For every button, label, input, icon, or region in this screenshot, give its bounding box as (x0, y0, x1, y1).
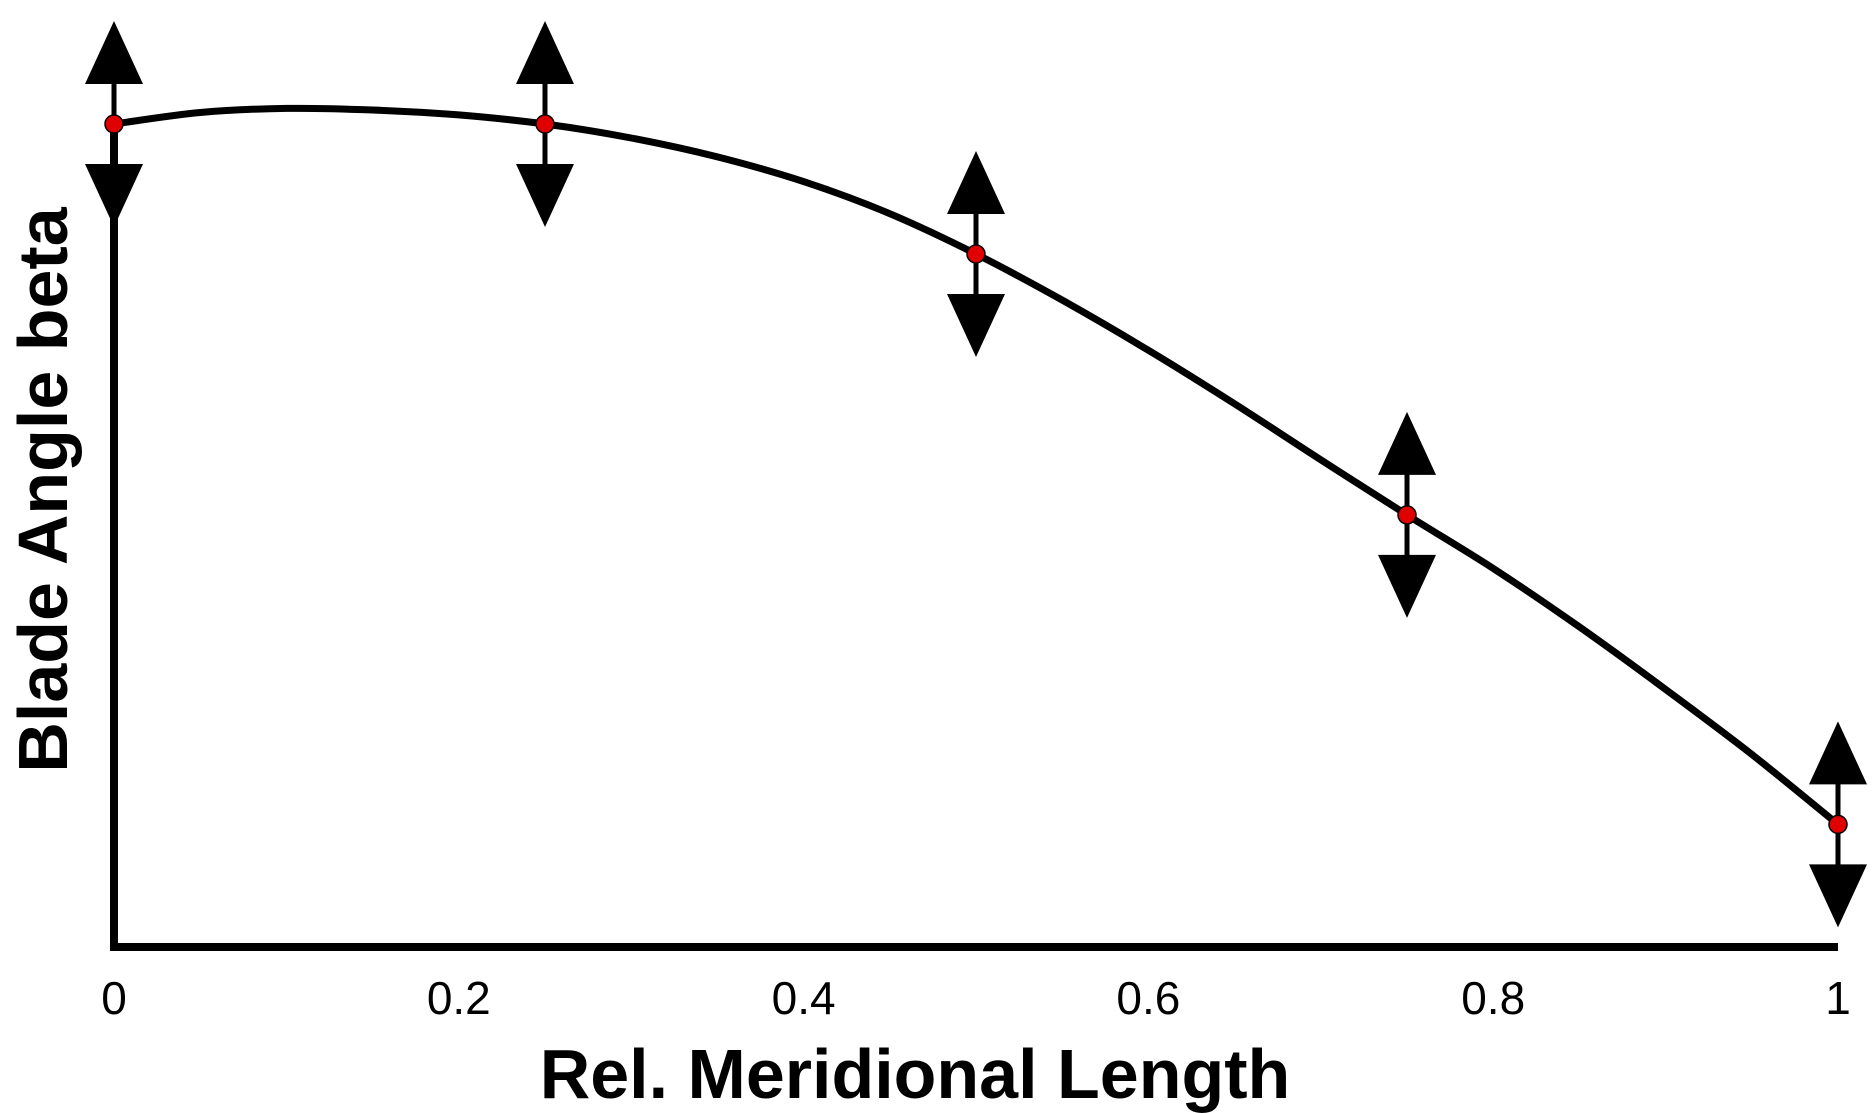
control-point-marker[interactable] (966, 244, 986, 264)
x-tick-label: 0 (101, 972, 127, 1024)
x-tick-label: 1 (1825, 972, 1851, 1024)
x-tick-label: 0.2 (427, 972, 491, 1024)
x-tick-label: 0.6 (1116, 972, 1180, 1024)
control-point-3[interactable] (947, 151, 1005, 358)
control-point-5[interactable] (1809, 721, 1867, 928)
control-point-2[interactable] (516, 21, 574, 227)
arrow-down-head[interactable] (85, 164, 143, 227)
control-points[interactable] (85, 21, 1867, 928)
arrow-up-head[interactable] (947, 151, 1005, 215)
control-point-marker[interactable] (1397, 505, 1417, 525)
arrow-up-head[interactable] (1378, 411, 1436, 475)
arrow-up-head[interactable] (1809, 721, 1867, 785)
control-point-1[interactable] (85, 21, 143, 227)
arrow-down-head[interactable] (947, 294, 1005, 358)
arrow-down-head[interactable] (1809, 864, 1867, 928)
x-tick-labels: 0 0.2 0.4 0.6 0.8 1 (101, 972, 1851, 1024)
axes (110, 120, 1838, 951)
control-point-marker[interactable] (1828, 814, 1848, 835)
x-axis-title: Rel. Meridional Length (540, 1035, 1291, 1113)
x-tick-label: 0.4 (772, 972, 836, 1024)
arrow-down-head[interactable] (516, 164, 574, 227)
arrow-up-head[interactable] (516, 21, 574, 84)
control-point-marker[interactable] (535, 114, 555, 134)
control-point-4[interactable] (1378, 411, 1436, 618)
y-axis-title: Blade Angle beta (4, 206, 82, 772)
arrow-down-head[interactable] (1378, 554, 1436, 618)
control-point-marker[interactable] (104, 114, 124, 134)
arrow-up-head[interactable] (85, 21, 143, 84)
x-tick-label: 0.8 (1461, 972, 1525, 1024)
blade-angle-curve (110, 104, 1842, 828)
